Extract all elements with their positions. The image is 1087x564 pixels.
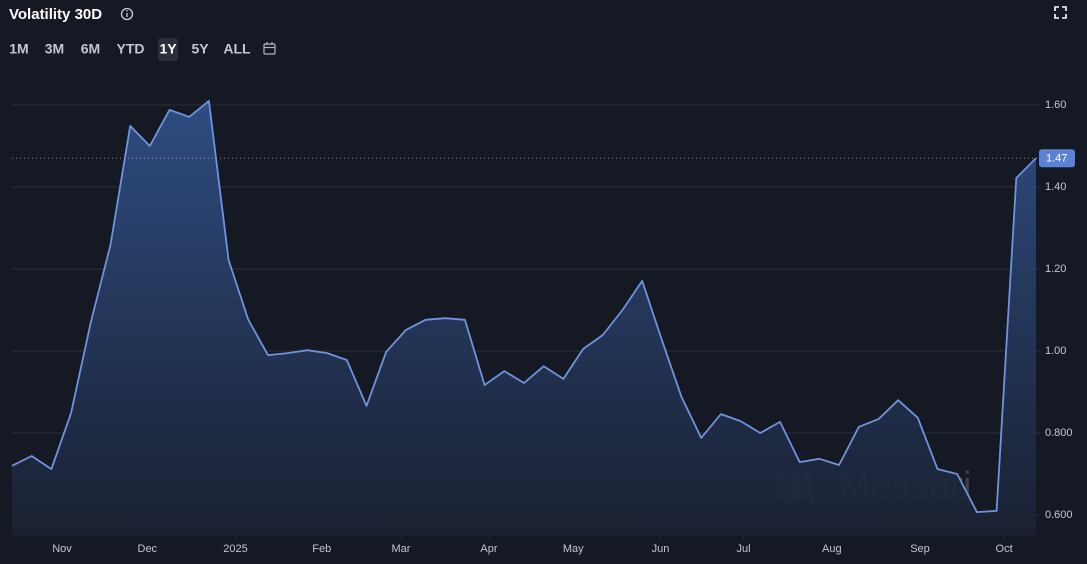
- x-tick-label: Jun: [652, 543, 670, 555]
- range-button-bg[interactable]: [158, 38, 178, 61]
- y-tick-label: 0.600: [1045, 509, 1073, 521]
- x-tick-label: Aug: [822, 543, 842, 555]
- current-value-badge: [1039, 149, 1075, 168]
- calendar-icon[interactable]: [263, 42, 276, 55]
- x-tick-label: May: [563, 543, 584, 555]
- range-button[interactable]: 1M: [9, 41, 28, 57]
- x-tick-label: Dec: [138, 543, 158, 555]
- info-icon[interactable]: [120, 7, 134, 21]
- current-value-label: 1.47: [1046, 153, 1067, 165]
- range-button[interactable]: 6M: [81, 41, 100, 57]
- fullscreen-icon[interactable]: [1054, 6, 1067, 19]
- y-tick-label: 1.60: [1045, 99, 1066, 111]
- range-button[interactable]: 1Y: [159, 41, 177, 57]
- y-tick-label: 1.00: [1045, 345, 1066, 357]
- x-tick-label: Apr: [480, 543, 497, 555]
- x-tick-label: Mar: [391, 543, 410, 555]
- x-tick-label: Feb: [312, 543, 331, 555]
- range-button[interactable]: YTD: [117, 41, 145, 57]
- chart-title: Volatility 30D: [9, 6, 102, 23]
- line: [11, 100, 1037, 513]
- x-tick-label: 2025: [223, 543, 247, 555]
- y-tick-label: 1.40: [1045, 181, 1066, 193]
- area: [12, 100, 1036, 536]
- x-tick-label: Jul: [737, 543, 751, 555]
- range-button[interactable]: 5Y: [191, 41, 209, 57]
- x-tick-label: Sep: [910, 543, 930, 555]
- x-tick-label: Nov: [52, 543, 72, 555]
- x-tick-label: Oct: [996, 543, 1013, 555]
- y-tick-label: 0.800: [1045, 427, 1073, 439]
- range-button[interactable]: 3M: [45, 41, 64, 57]
- range-button[interactable]: ALL: [223, 41, 251, 57]
- y-tick-label: 1.20: [1045, 263, 1066, 275]
